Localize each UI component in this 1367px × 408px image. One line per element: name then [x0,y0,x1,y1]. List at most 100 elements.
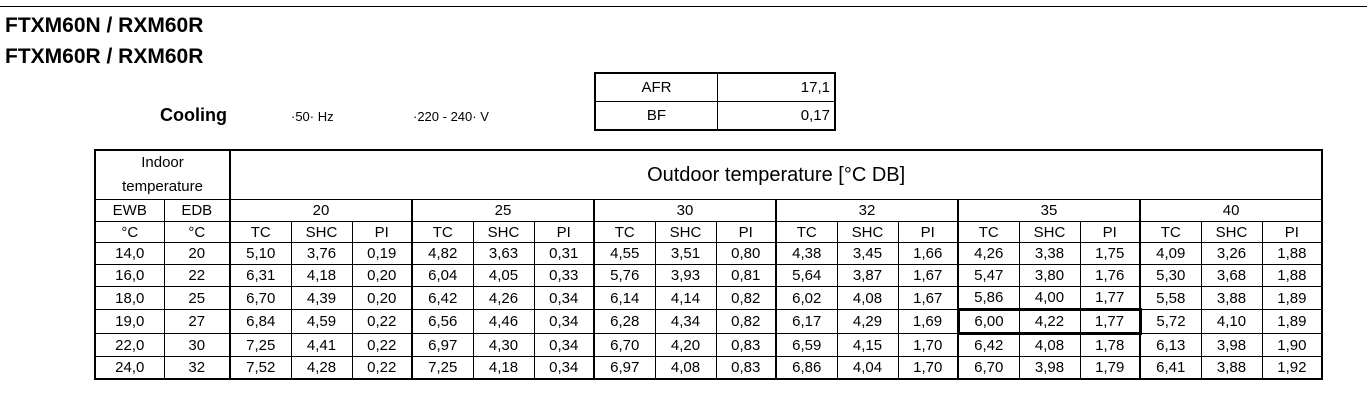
value-cell-pi: 1,79 [1079,356,1141,380]
ewb-cell: 19,0 [94,309,165,334]
frequency-label: ·50· Hz [291,109,334,124]
value-cell-tc: 6,42 [411,286,474,310]
value-cell-shc: 4,18 [290,264,353,287]
value-cell-pi: 1,70 [897,356,959,380]
value-cell-shc: 3,51 [654,242,717,265]
col-label-shc: SHC [836,221,899,243]
value-cell-tc: 4,55 [593,242,656,265]
afr-bf-table: AFR 17,1 BF 0,17 [594,72,836,131]
value-cell-tc: 5,86 [957,286,1020,310]
value-cell-pi: 0,20 [351,264,413,287]
value-cell-tc: 6,02 [775,286,838,310]
afr-row: AFR 17,1 [594,72,836,102]
value-cell-shc: 4,18 [472,356,535,380]
value-cell-tc: 6,59 [775,333,838,357]
value-cell-pi: 0,31 [533,242,595,265]
col-label-shc: SHC [654,221,717,243]
ewb-cell: 14,0 [94,242,165,265]
value-cell-tc: 5,10 [229,242,292,265]
table-row: 16,0 22 6,31 4,18 0,20 6,04 4,05 0,33 5,76 3,93 0,… [94,264,1323,287]
value-cell-tc: 6,84 [229,309,292,334]
value-cell-pi: 1,77 [1079,286,1141,310]
model-title-1: FTXM60N / RXM60R [5,14,204,37]
col-label-tc: TC [1139,221,1202,243]
value-cell-shc: 3,38 [1018,242,1081,265]
value-cell-tc: 6,56 [411,309,474,334]
indoor-header-line2: temperature [122,178,203,195]
value-cell-shc: 4,59 [290,309,353,334]
col-label-shc: SHC [1200,221,1263,243]
col-label-pi: PI [897,221,959,243]
value-cell-shc: 4,10 [1200,309,1263,334]
outdoor-temp-3: 32 [775,199,959,222]
value-cell-tc: 6,28 [593,309,656,334]
value-cell-pi: 0,34 [533,309,595,334]
col-label-shc: SHC [290,221,353,243]
value-cell-shc: 3,63 [472,242,535,265]
ewb-cell: 24,0 [94,356,165,380]
value-cell-pi: 0,33 [533,264,595,287]
value-cell-pi: 1,77 [1079,308,1142,335]
afr-label: AFR [594,72,718,102]
outdoor-temp-4: 35 [957,199,1141,222]
value-cell-shc: 3,93 [654,264,717,287]
edb-label: EDB [163,199,231,222]
col-label-pi: PI [351,221,413,243]
value-cell-pi: 1,89 [1261,286,1323,310]
value-cell-tc: 5,72 [1139,309,1202,334]
indoor-header-line1: Indoor [141,154,184,171]
outdoor-temperature-header: Outdoor temperature [°C DB] [228,149,1323,200]
value-cell-shc: 4,08 [1018,333,1081,357]
value-cell-tc: 7,25 [229,333,292,357]
edb-cell: 32 [163,356,231,380]
value-cell-shc: 3,80 [1018,264,1081,287]
value-cell-pi: 1,88 [1261,242,1323,265]
outdoor-temp-1: 25 [411,199,595,222]
table-row: 19,0 27 6,84 4,59 0,22 6,56 4,46 0,34 6,28 4,34 0,… [94,308,1323,335]
value-cell-shc: 3,98 [1200,333,1263,357]
value-cell-shc: 4,28 [290,356,353,380]
outdoor-temp-0: 20 [229,199,413,222]
value-cell-pi: 0,34 [533,356,595,380]
value-cell-tc: 4,26 [957,242,1020,265]
edb-cell: 25 [163,286,231,310]
value-cell-shc: 4,15 [836,333,899,357]
col-label-tc: TC [775,221,838,243]
value-cell-pi: 1,76 [1079,264,1141,287]
value-cell-tc: 6,41 [1139,356,1202,380]
value-cell-shc: 3,26 [1200,242,1263,265]
table-row: 14,0 20 5,10 3,76 0,19 4,82 3,63 0,31 4,55 3,51 0,… [94,242,1323,265]
value-cell-shc: 4,00 [1018,286,1081,310]
col-label-shc: SHC [472,221,535,243]
value-cell-tc: 6,70 [957,356,1020,380]
value-cell-tc: 5,30 [1139,264,1202,287]
bf-label: BF [594,101,718,131]
value-cell-shc: 4,05 [472,264,535,287]
value-cell-shc: 3,98 [1018,356,1081,380]
value-cell-shc: 3,87 [836,264,899,287]
indoor-temperature-header: Indoor temperature [94,149,231,200]
value-cell-pi: 1,69 [897,309,959,334]
value-cell-tc: 6,14 [593,286,656,310]
value-cell-tc: 6,97 [593,356,656,380]
col-label-pi: PI [1261,221,1323,243]
value-cell-shc: 4,08 [836,286,899,310]
value-cell-tc: 6,31 [229,264,292,287]
voltage-label: ·220 - 240· V [413,109,489,124]
value-cell-pi: 0,80 [715,242,777,265]
bf-row: BF 0,17 [594,101,836,131]
value-cell-pi: 1,92 [1261,356,1323,380]
value-cell-shc: 3,76 [290,242,353,265]
table-row: 18,0 25 6,70 4,39 0,20 6,42 4,26 0,34 6,14 4,14 0,… [94,286,1323,310]
value-cell-tc: 6,00 [956,308,1020,335]
value-cell-tc: 6,86 [775,356,838,380]
value-cell-tc: 4,38 [775,242,838,265]
value-cell-pi: 1,90 [1261,333,1323,357]
ewb-cell: 22,0 [94,333,165,357]
bf-value: 0,17 [717,101,836,131]
value-cell-tc: 4,82 [411,242,474,265]
edb-cell: 27 [163,309,231,334]
value-cell-tc: 4,09 [1139,242,1202,265]
table-row: 24,0 32 7,52 4,28 0,22 7,25 4,18 0,34 6,97 4,08 0,… [94,356,1323,380]
value-cell-tc: 6,17 [775,309,838,334]
